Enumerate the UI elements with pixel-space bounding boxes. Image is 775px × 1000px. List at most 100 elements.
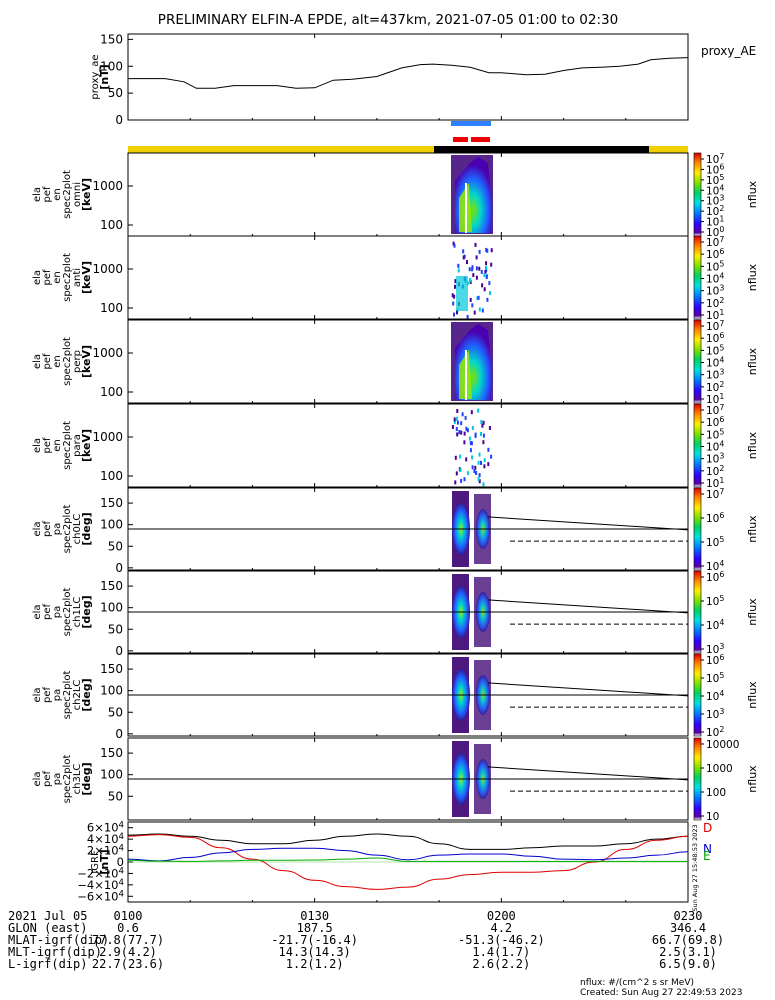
plot-title: PRELIMINARY ELFIN-A EPDE, alt=437km, 202… — [158, 12, 618, 28]
spectrum-data — [489, 291, 492, 296]
spectrum-data — [478, 452, 481, 457]
spectrum-data — [451, 293, 454, 298]
colorbar-tick-label: 105 — [706, 671, 724, 685]
colorbar-label: nflux — [746, 180, 759, 208]
igrf-series-total — [127, 833, 689, 850]
spectrum-data — [460, 430, 463, 435]
orbit-value: 1.2(1.2) — [285, 957, 344, 971]
colorbar-tick-label: 106 — [706, 570, 724, 584]
ytick-label: 150 — [100, 662, 123, 676]
spectrum-data — [465, 426, 468, 431]
spectrum-data — [453, 243, 456, 248]
sunlight-bar — [128, 146, 434, 153]
colorbar-tick-label: 102 — [706, 204, 724, 218]
row-label-glon: GLON (east) — [8, 921, 88, 935]
igrf-series-N — [127, 847, 689, 862]
axis-label-line: ela — [32, 270, 43, 285]
pitch-angle-panel: 150 100 50 0 ela pef pa spec2plot ch1LC[deg] 106 1… — [32, 570, 759, 658]
spectrum-data — [462, 249, 465, 254]
panel-frame — [127, 653, 689, 737]
ytick-label: 50 — [108, 539, 123, 553]
igrf-ytick-label: 2×104 — [87, 844, 124, 858]
panel-ylabel: ela pef pa spec2plot ch1LC[deg] — [32, 588, 93, 637]
spectrum-data — [463, 440, 466, 445]
axis-label-line: [deg] — [80, 762, 93, 795]
colorbar-label: nflux — [746, 347, 759, 375]
colorbar-tick-label: 107 — [706, 235, 724, 249]
colorbar-tick-label: 104 — [706, 559, 724, 573]
orbit-value: 6.5(9.0) — [659, 957, 717, 971]
colorbar — [693, 152, 702, 237]
spectrum-data — [455, 427, 458, 431]
spectrum-data — [475, 471, 478, 475]
axis-label-line: [deg] — [80, 595, 93, 628]
axis-label-line: IGRF — [90, 850, 101, 874]
ytick-label: 100 — [100, 218, 123, 232]
science-zone-bar-right — [471, 137, 490, 142]
colorbar-tick-label: 106 — [706, 162, 724, 176]
orbit-value: 0200 — [486, 909, 516, 923]
spectrum-data — [470, 441, 473, 446]
colorbar-tick-label: 10000 — [706, 739, 739, 751]
colorbar-tick-label: 107 — [706, 487, 724, 501]
axis-label-line: ela — [32, 687, 43, 702]
colorbar — [693, 319, 702, 404]
spectrum-data — [488, 426, 491, 430]
proxy-ylabel: proxy_ae[nT] — [90, 54, 111, 99]
spectrum-data — [485, 247, 488, 252]
panel-frame — [127, 487, 689, 571]
igrf-legend-E: E — [703, 849, 711, 863]
spectrum-data — [480, 460, 482, 465]
igrf-legend-N: N — [703, 842, 712, 856]
igrf-series-D — [127, 834, 689, 890]
spectrum-data — [478, 473, 481, 478]
axis-label-line: pef — [42, 771, 53, 788]
spectrum-data — [475, 266, 478, 271]
axis-label-line: ch3LC — [72, 764, 83, 795]
colorbar-tick-label: 101 — [706, 308, 724, 322]
axis-label-line: spec2plot — [62, 505, 73, 554]
spectrum-data — [483, 273, 486, 278]
ytick-label: 150 — [100, 746, 123, 760]
created-stamp: Created: Sun Aug 27 22:49:53 2023 — [580, 988, 743, 998]
axis-label-line: pef — [42, 604, 53, 621]
spectrum-data — [453, 312, 455, 317]
colorbar-tick-label: 104 — [706, 440, 724, 454]
axis-label-line: omni — [72, 182, 83, 207]
spectrum-data — [454, 480, 457, 485]
spectrum-data — [475, 255, 478, 260]
colorbar-tick-label: 106 — [706, 247, 724, 261]
colorbar-tick-label: 101 — [706, 392, 724, 406]
ytick-label: 100 — [100, 518, 123, 532]
igrf-ytick-label: −6×104 — [77, 889, 124, 903]
axis-label-line: pef — [42, 437, 53, 454]
ytick-label: 50 — [108, 789, 123, 803]
colorbar-tick-label: 100 — [706, 225, 724, 239]
science-zone-bar-left — [453, 137, 468, 142]
row-label-mlt: MLT-igrf(dip) — [8, 945, 102, 959]
colorbar-tick-label: 103 — [706, 284, 724, 298]
loss-cone-line — [487, 599, 689, 614]
spectrum-data — [457, 268, 460, 273]
colorbar-tick-label: 107 — [706, 152, 724, 166]
shadow-bar — [434, 146, 649, 153]
axis-label-line: spec2plot — [62, 671, 73, 720]
spectrum-data — [473, 469, 476, 474]
ytick-label: 1000 — [92, 262, 123, 276]
colorbar-label-text: nflux — [746, 347, 759, 375]
ytick-label: 50 — [108, 705, 123, 719]
axis-label-line: pa — [52, 773, 63, 785]
proxy-ytick-label: 0 — [115, 113, 123, 127]
spectrum-data — [482, 482, 485, 487]
spectrum-data — [456, 409, 459, 413]
panel-ylabel: ela pef pa spec2plot ch3LC[deg] — [32, 755, 93, 804]
axis-label-line: ela — [32, 187, 43, 202]
orbit-value: 187.5 — [296, 921, 333, 935]
spectrum-data — [466, 471, 469, 476]
proxy-ytick-label: 100 — [100, 59, 123, 73]
panel-ylabel: ela pef pa spec2plot ch0LC[deg] — [32, 505, 93, 554]
ytick-label: 100 — [100, 684, 123, 698]
colorbar-label-text: nflux — [746, 515, 759, 543]
